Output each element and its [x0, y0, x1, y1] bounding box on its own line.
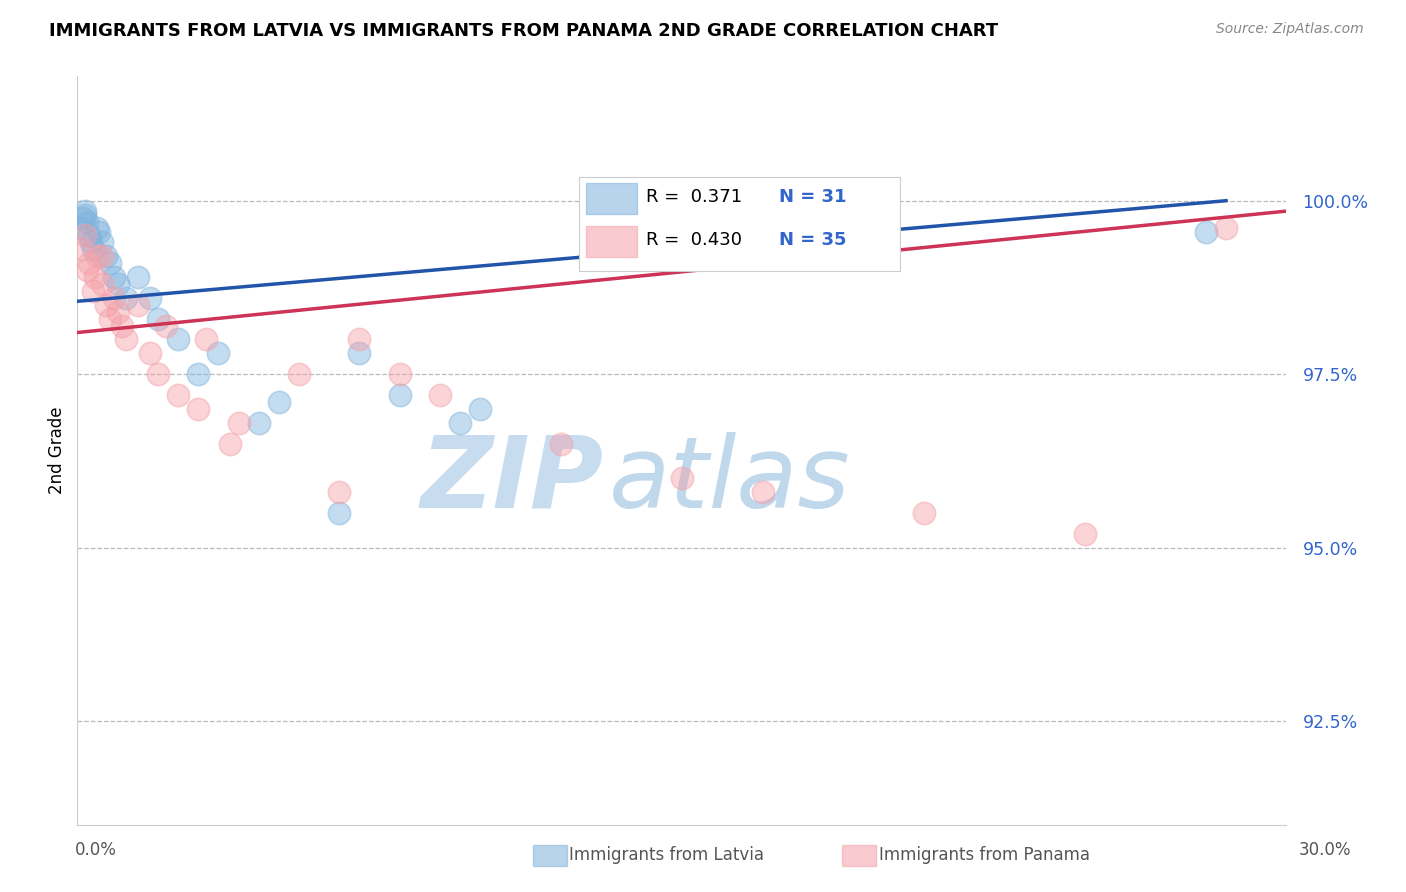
Point: [1195, 225, 1218, 239]
Point: [70, 221, 93, 235]
Text: IMMIGRANTS FROM LATVIA VS IMMIGRANTS FROM PANAMA 2ND GRADE CORRELATION CHART: IMMIGRANTS FROM LATVIA VS IMMIGRANTS FRO…: [49, 22, 998, 40]
FancyBboxPatch shape: [586, 183, 637, 214]
Point: [349, 346, 371, 360]
Point: [349, 333, 371, 347]
Point: [429, 388, 451, 402]
Point: [219, 436, 242, 450]
Point: [90, 277, 112, 291]
Point: [146, 311, 169, 326]
Text: Immigrants from Panama: Immigrants from Panama: [879, 847, 1090, 864]
Text: ZIP: ZIP: [420, 432, 603, 529]
Point: [139, 291, 162, 305]
Text: N = 31: N = 31: [779, 188, 846, 206]
Point: [449, 416, 471, 430]
Point: [80, 235, 103, 250]
Point: [187, 367, 209, 381]
Point: [72, 211, 94, 225]
Point: [82, 242, 104, 256]
Point: [288, 367, 311, 381]
Point: [103, 291, 125, 305]
Point: [75, 228, 97, 243]
Point: [671, 471, 693, 485]
FancyBboxPatch shape: [586, 226, 637, 257]
Point: [388, 388, 411, 402]
Text: Immigrants from Latvia: Immigrants from Latvia: [569, 847, 765, 864]
Y-axis label: 2nd Grade: 2nd Grade: [48, 407, 66, 494]
Point: [146, 367, 169, 381]
Point: [89, 225, 111, 239]
Text: Source: ZipAtlas.com: Source: ZipAtlas.com: [1216, 22, 1364, 37]
Point: [94, 249, 117, 263]
Point: [114, 291, 136, 305]
Point: [103, 270, 125, 285]
Point: [1215, 221, 1237, 235]
Point: [84, 270, 107, 285]
Point: [107, 304, 129, 318]
Point: [90, 249, 112, 263]
Text: atlas: atlas: [609, 432, 851, 529]
Point: [114, 333, 136, 347]
Point: [94, 298, 117, 312]
Point: [167, 333, 190, 347]
Point: [82, 284, 104, 298]
Point: [207, 346, 229, 360]
Point: [76, 214, 98, 228]
Point: [127, 298, 149, 312]
Point: [98, 256, 121, 270]
Point: [90, 235, 112, 250]
Point: [328, 485, 350, 500]
Point: [195, 333, 218, 347]
Point: [127, 270, 149, 285]
Point: [187, 401, 209, 416]
FancyBboxPatch shape: [579, 177, 900, 270]
Point: [98, 311, 121, 326]
Text: 0.0%: 0.0%: [75, 840, 117, 858]
Text: N = 35: N = 35: [779, 231, 846, 249]
Point: [79, 256, 101, 270]
Text: 30.0%: 30.0%: [1298, 840, 1351, 858]
Point: [107, 277, 129, 291]
Point: [550, 436, 572, 450]
Point: [1074, 526, 1097, 541]
Point: [328, 506, 350, 520]
Point: [86, 221, 108, 235]
Point: [912, 506, 935, 520]
Point: [139, 346, 162, 360]
Point: [751, 485, 773, 500]
Point: [388, 367, 411, 381]
Point: [79, 228, 101, 243]
Point: [75, 204, 97, 219]
Point: [111, 318, 134, 333]
Point: [75, 208, 97, 222]
Point: [228, 416, 250, 430]
Point: [267, 395, 290, 409]
Point: [86, 249, 108, 263]
Point: [470, 401, 492, 416]
Point: [167, 388, 190, 402]
Text: R =  0.430: R = 0.430: [645, 231, 741, 249]
Text: R =  0.371: R = 0.371: [645, 188, 742, 206]
Point: [247, 416, 270, 430]
Point: [155, 318, 177, 333]
Point: [76, 263, 98, 277]
Point: [630, 235, 652, 250]
Point: [70, 242, 93, 256]
